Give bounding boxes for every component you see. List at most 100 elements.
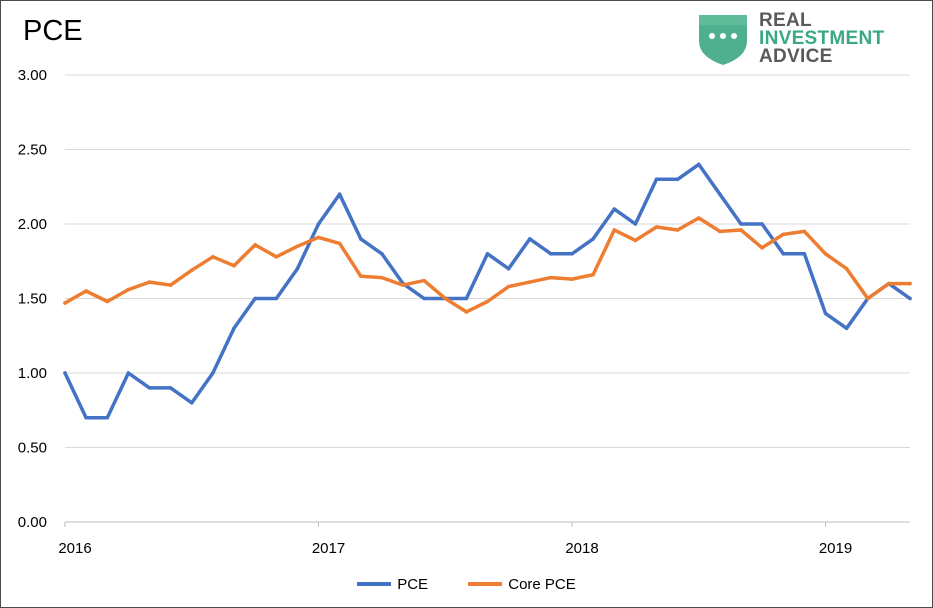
data-point (295, 266, 300, 271)
data-point (358, 274, 363, 278)
legend-item-pce[interactable]: PCE (357, 576, 428, 593)
data-point (802, 252, 807, 256)
data-point (168, 283, 173, 287)
data-point (464, 296, 469, 301)
data-point (718, 229, 722, 234)
data-point (485, 252, 490, 256)
brand-logo: REAL INVESTMENT ADVICE (695, 11, 915, 67)
data-point (422, 296, 426, 301)
data-point (443, 296, 448, 301)
data-point (84, 415, 88, 420)
data-point (316, 235, 321, 240)
data-point (718, 192, 722, 196)
data-point (760, 222, 764, 226)
data-point (612, 207, 617, 211)
legend-swatch-core-pce (468, 582, 503, 586)
data-point (675, 177, 680, 182)
data-point (823, 252, 828, 256)
legend: PCE Core PCE (1, 573, 932, 593)
data-point (316, 222, 321, 226)
data-point (168, 386, 173, 390)
legend-swatch-pce (357, 582, 392, 586)
data-point (781, 252, 786, 256)
y-tick-label: 2.50 (18, 142, 47, 159)
brand-line-1: REAL (759, 10, 812, 31)
data-point (823, 311, 828, 316)
data-point (295, 244, 300, 249)
x-tick-label: 2019 (819, 540, 852, 557)
data-point (802, 229, 807, 234)
y-tick-label: 0.00 (18, 514, 47, 531)
data-point (211, 371, 215, 375)
brand-line-2: INVESTMENT (759, 28, 885, 49)
data-point (189, 268, 194, 272)
data-point (654, 177, 659, 182)
data-point (485, 299, 490, 304)
data-point (908, 281, 912, 286)
data-point (126, 371, 131, 375)
data-point (126, 287, 131, 292)
x-tick-label: 2017 (312, 540, 345, 557)
data-point (189, 401, 194, 405)
series-layer (63, 162, 912, 420)
data-point (612, 228, 617, 232)
y-tick-label: 1.00 (18, 365, 47, 382)
data-point (105, 299, 110, 304)
y-tick-label: 1.50 (18, 291, 47, 308)
data-point (337, 241, 342, 246)
brand-line-3: ADVICE (759, 46, 833, 67)
data-point (147, 386, 152, 390)
data-point (633, 222, 638, 226)
x-axis-ticks: 2016 2017 2018 2019 (58, 522, 852, 557)
data-point (549, 252, 553, 256)
data-point (633, 238, 638, 243)
data-point (253, 243, 257, 247)
data-point (549, 275, 553, 280)
series-line-pce (63, 162, 912, 420)
data-point (401, 283, 405, 287)
data-point (358, 237, 363, 241)
x-tick-label: 2018 (565, 540, 598, 557)
data-point (908, 296, 912, 301)
data-point (506, 266, 511, 271)
series-line-core-pce (63, 216, 912, 314)
data-point (464, 310, 469, 314)
data-point (591, 272, 595, 277)
data-point (63, 301, 67, 305)
data-point (654, 225, 659, 229)
data-point (253, 296, 257, 301)
data-point (527, 237, 532, 241)
plot-area: 0.000.501.001.502.002.503.00 2016 2017 201… (18, 67, 912, 557)
data-point (675, 228, 680, 232)
data-point (232, 326, 236, 331)
data-point (844, 266, 849, 271)
y-tick-label: 0.50 (18, 440, 47, 457)
data-point (844, 326, 849, 331)
y-axis-ticks: 0.00 0.50 1.00 1.50 2.00 2.50 3.00 (18, 67, 47, 531)
data-point (380, 252, 384, 256)
data-point (211, 254, 215, 259)
data-point (739, 222, 743, 226)
y-tick-label: 2.00 (18, 216, 47, 233)
data-point (274, 296, 279, 301)
x-tick-label: 2016 (58, 540, 91, 557)
data-point (527, 280, 532, 284)
data-point (337, 192, 342, 196)
data-point (887, 281, 891, 286)
data-point (739, 228, 743, 232)
legend-label-pce: PCE (397, 575, 429, 593)
legend-label-core-pce: Core PCE (508, 575, 576, 593)
data-point (865, 296, 870, 301)
data-point (781, 232, 786, 237)
data-point (696, 216, 701, 220)
data-point (105, 415, 110, 420)
data-point (232, 263, 236, 268)
data-point (591, 237, 595, 241)
data-point (84, 289, 88, 293)
legend-item-core-pce[interactable]: Core PCE (468, 576, 576, 593)
data-point (147, 280, 152, 284)
gridlines (65, 74, 910, 523)
data-point (422, 278, 426, 283)
data-point (274, 254, 279, 259)
